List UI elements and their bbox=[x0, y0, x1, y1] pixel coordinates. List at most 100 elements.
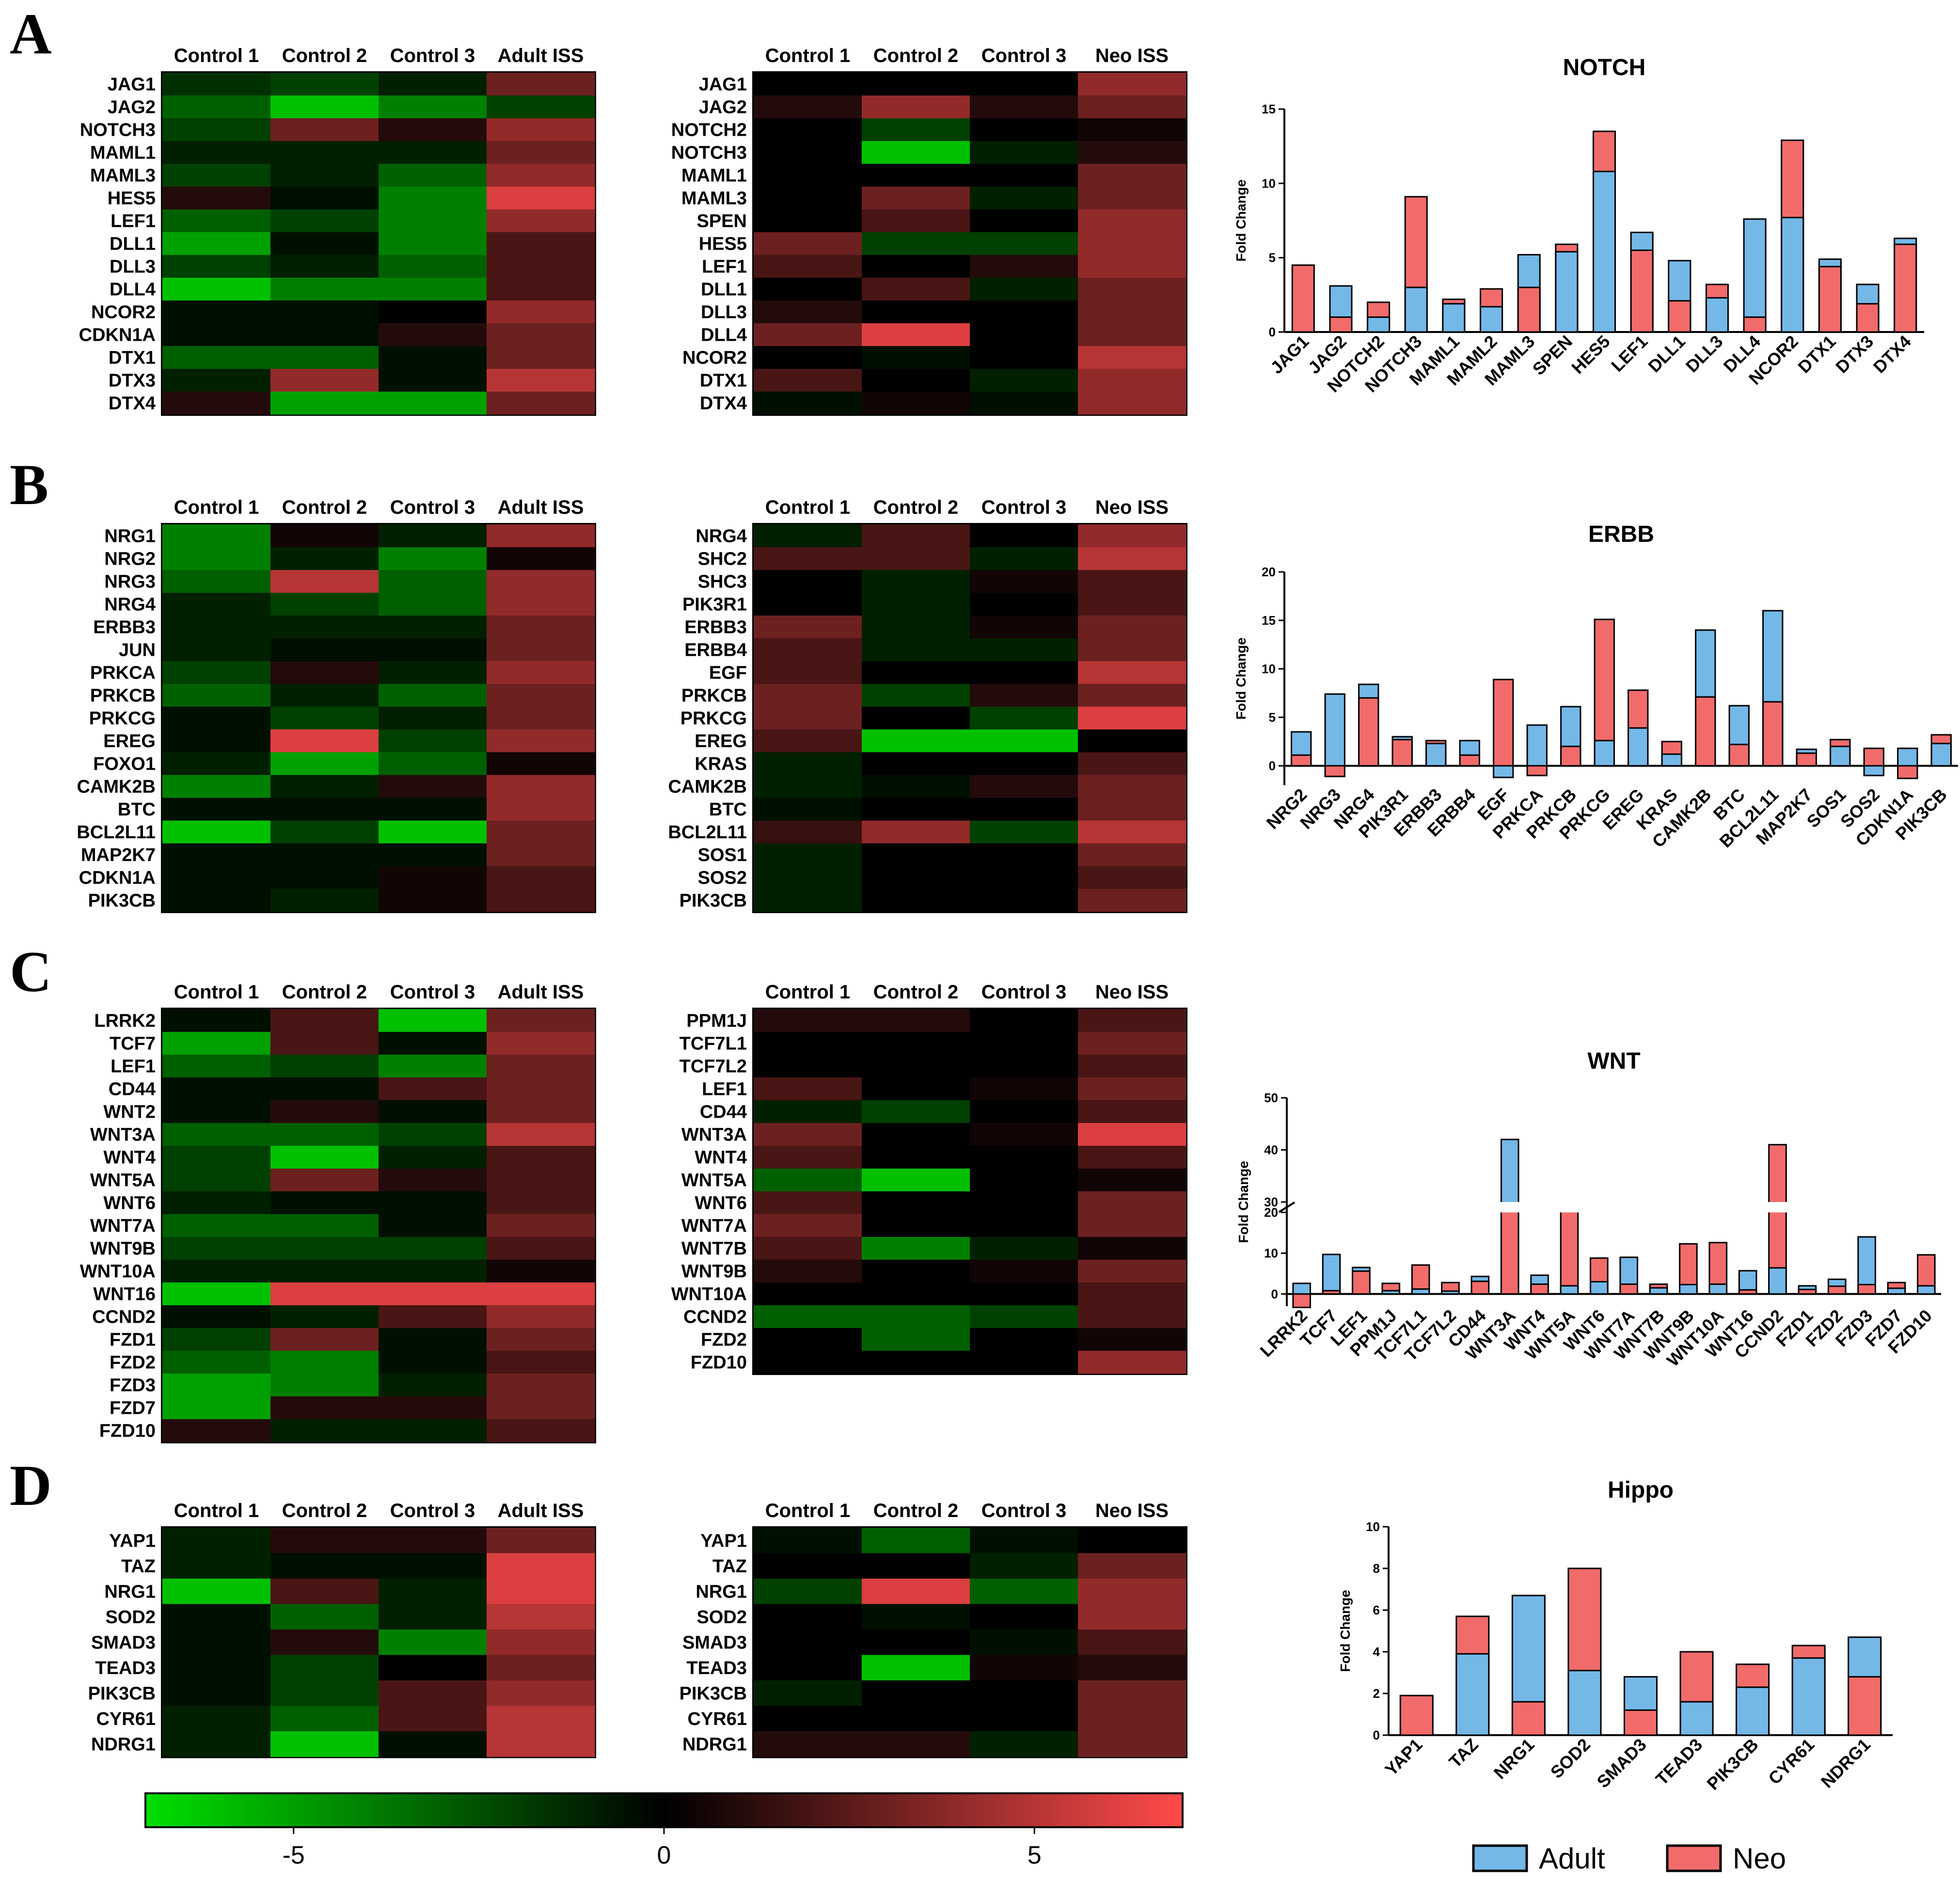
heatmap-row-label: FOXO1 bbox=[93, 754, 156, 775]
bar-neo bbox=[1762, 701, 1784, 767]
heatmap-cell bbox=[970, 707, 1078, 730]
heatmap-cell bbox=[1078, 141, 1186, 164]
heatmap-cell bbox=[1078, 1282, 1186, 1306]
heatmap-cell bbox=[270, 1009, 379, 1032]
panel-d: D Control 1 Control 2 Control 3 Adult ISS YAP… bbox=[10, 1453, 1893, 1794]
heatmap-cell bbox=[270, 209, 379, 233]
heatmap-cell bbox=[1078, 1237, 1186, 1260]
heatmap-cell bbox=[970, 1680, 1078, 1706]
heatmap-cell bbox=[1078, 187, 1186, 210]
heatmap-cell bbox=[487, 729, 595, 753]
heatmap-cell bbox=[162, 1629, 271, 1655]
heatmap-cell bbox=[270, 1706, 379, 1732]
heatmap-row-label: WNT6 bbox=[695, 1193, 747, 1214]
heatmap-row-label: ERBB3 bbox=[684, 617, 747, 638]
heatmap-cell bbox=[487, 323, 595, 347]
heatmap-row-label: NOTCH3 bbox=[80, 120, 156, 141]
heatmap-cell bbox=[1078, 1604, 1186, 1630]
heatmap-cell bbox=[862, 1680, 970, 1706]
heatmap-cell bbox=[754, 1731, 862, 1757]
heatmap-cell bbox=[862, 729, 970, 753]
heatmap-row-label: LEF1 bbox=[111, 211, 156, 232]
heatmap-cell bbox=[162, 1032, 271, 1055]
heatmap-row-label: TEAD3 bbox=[95, 1658, 156, 1678]
heatmap-cell bbox=[270, 369, 379, 392]
chart-y-tick-label: 10 bbox=[1264, 1246, 1278, 1261]
color-scale-tick-label: -5 bbox=[283, 1841, 305, 1869]
heatmap-cell bbox=[487, 1680, 595, 1706]
heatmap-cell bbox=[754, 255, 862, 278]
heatmap-cell bbox=[270, 1629, 379, 1655]
heatmap-cell bbox=[162, 346, 271, 369]
heatmap-cell bbox=[1078, 1553, 1186, 1579]
heatmap-cell bbox=[379, 1351, 487, 1374]
heatmap-cell bbox=[162, 1055, 271, 1078]
chart-y-tick-label: 8 bbox=[1373, 1561, 1380, 1576]
heatmap-cell bbox=[754, 684, 862, 707]
heatmap-column-label: Control 2 bbox=[282, 981, 367, 1003]
bar-neo bbox=[1897, 765, 1918, 779]
heatmap-cell bbox=[862, 775, 970, 798]
heatmap-column-label: Control 3 bbox=[981, 1500, 1067, 1521]
heatmap-cell bbox=[1078, 209, 1186, 233]
heatmap-cell bbox=[270, 392, 379, 415]
heatmap-cell bbox=[754, 1655, 862, 1681]
heatmap-cell bbox=[379, 232, 487, 255]
heatmap-cell bbox=[754, 729, 862, 753]
bar-neo bbox=[1530, 1283, 1549, 1295]
heatmap-cell bbox=[487, 73, 595, 96]
heatmap-cell bbox=[379, 1009, 487, 1032]
heatmap-neo: Control 1 Control 2 Control 3 Neo ISS JAG1JA… bbox=[671, 45, 1187, 416]
heatmap-row-label: FZD1 bbox=[110, 1330, 156, 1350]
heatmap-row-label: TCF7L1 bbox=[680, 1034, 747, 1054]
heatmap-cell bbox=[379, 278, 487, 301]
heatmap-cell bbox=[270, 1579, 379, 1604]
heatmap-row-label: WNT4 bbox=[695, 1148, 747, 1168]
heatmap-cell bbox=[970, 392, 1078, 415]
heatmap-row-label: DLL1 bbox=[110, 234, 156, 254]
heatmap-cell bbox=[379, 1100, 487, 1123]
heatmap-column-label: Neo ISS bbox=[1095, 1500, 1169, 1521]
bar-adult bbox=[1442, 303, 1466, 333]
bar-adult bbox=[1590, 1281, 1609, 1295]
heatmap-cell bbox=[1078, 95, 1186, 119]
heatmap-cell bbox=[970, 1237, 1078, 1260]
heatmap-cell bbox=[970, 1328, 1078, 1351]
bar-neo bbox=[1391, 739, 1413, 767]
heatmap-row-label: NRG4 bbox=[695, 526, 747, 547]
heatmap-cell bbox=[162, 661, 271, 684]
heatmap-cell bbox=[487, 775, 595, 798]
heatmap-cell bbox=[270, 1419, 379, 1442]
heatmap-cell bbox=[862, 661, 970, 684]
heatmap-cell bbox=[270, 1680, 379, 1706]
heatmap-cell bbox=[862, 1655, 970, 1681]
bar-adult bbox=[1768, 1267, 1787, 1295]
heatmap-cell bbox=[1078, 278, 1186, 301]
heatmap-row-label: WNT5A bbox=[681, 1170, 747, 1191]
chart-y-tick-label: 6 bbox=[1373, 1603, 1380, 1617]
heatmap-cell bbox=[1078, 707, 1186, 730]
heatmap-cell bbox=[862, 209, 970, 233]
heatmap-cell bbox=[379, 1655, 487, 1681]
heatmap-row-label: NCOR2 bbox=[682, 348, 747, 368]
heatmap-cell bbox=[754, 1191, 862, 1215]
heatmap-cell bbox=[162, 232, 271, 255]
heatmap-cell bbox=[487, 1553, 595, 1579]
heatmap-cell bbox=[270, 1100, 379, 1123]
heatmap-cell bbox=[862, 524, 970, 548]
heatmap-cell bbox=[970, 300, 1078, 324]
heatmap-cell bbox=[270, 95, 379, 119]
heatmap-cell bbox=[162, 1214, 271, 1237]
heatmap-cell bbox=[270, 889, 379, 912]
heatmap-row-label: LEF1 bbox=[111, 1057, 156, 1077]
heatmap-cell bbox=[270, 118, 379, 142]
bar-neo bbox=[1352, 1270, 1371, 1295]
heatmap-row-label: PIK3R1 bbox=[682, 595, 747, 615]
bar-adult bbox=[1322, 1253, 1341, 1295]
heatmap-row-label: CYR61 bbox=[96, 1709, 156, 1729]
heatmap-cell bbox=[162, 616, 271, 639]
heatmap-column-label: Neo ISS bbox=[1095, 45, 1169, 66]
heatmap-cell bbox=[162, 1579, 271, 1604]
color-scale-bar bbox=[144, 1792, 1184, 1828]
